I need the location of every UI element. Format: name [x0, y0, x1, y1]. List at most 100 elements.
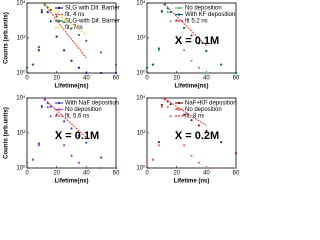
- x-tick-label: 40: [203, 171, 210, 177]
- data-point: [62, 120, 66, 123]
- panel: 10⁰ 10² 10⁴ 0 20 40 60 Lifetime (ns) NaF+KF depo…: [136, 95, 239, 185]
- fit-line: [164, 3, 207, 47]
- data-point: [166, 11, 169, 14]
- data-point: [220, 166, 223, 170]
- data-point: [100, 166, 103, 170]
- figure: 10⁰ 10² 10⁴ 0 20 40 60 Lifetime(ns) Counts (arb.…: [4, 0, 239, 185]
- data-point: [197, 124, 201, 127]
- data-point: [85, 71, 88, 75]
- data-point: [145, 66, 149, 69]
- y-tick-label: 10²: [137, 36, 146, 42]
- data-point: [46, 106, 49, 109]
- data-point: [62, 21, 66, 24]
- data-point: [175, 130, 178, 133]
- legend-label: With KF deposition: [185, 12, 235, 18]
- y-tick-label: 10⁰: [16, 70, 26, 77]
- data-point: [157, 47, 160, 50]
- data-point: [182, 144, 186, 147]
- data-point: [169, 115, 172, 118]
- data-point: [197, 42, 201, 45]
- data-point: [85, 141, 88, 144]
- legend-marker: [177, 108, 181, 111]
- y-tick-label: 10⁰: [136, 165, 146, 172]
- legend-marker: [177, 6, 181, 10]
- data-point: [145, 161, 149, 164]
- legend-label: fit, 7ns: [65, 25, 83, 31]
- data-point: [55, 113, 58, 116]
- legend-marker: [177, 13, 181, 16]
- data-point: [40, 11, 43, 14]
- data-point: [37, 144, 40, 147]
- data-point: [234, 71, 238, 75]
- x-tick-label: 60: [233, 171, 239, 177]
- y-tick-label: 10²: [17, 131, 26, 137]
- data-point: [40, 8, 43, 12]
- data-point: [205, 166, 208, 170]
- legend-marker: [57, 19, 61, 23]
- data-point: [70, 27, 73, 30]
- x-tick-label: 60: [233, 76, 239, 82]
- data-point: [37, 49, 40, 52]
- data-point: [49, 20, 52, 23]
- legend-label: With NaF deposition: [65, 101, 119, 107]
- annotation: X = 0.2M: [175, 130, 219, 142]
- y-tick-label: 10²: [17, 36, 26, 42]
- data-point: [31, 63, 35, 66]
- legend-label: SLG with Dif. Barrier: [65, 6, 120, 12]
- data-point: [62, 144, 66, 147]
- data-point: [25, 66, 29, 69]
- y-tick-label: 10⁴: [136, 95, 146, 102]
- data-point: [175, 35, 178, 38]
- x-tick-label: 40: [83, 171, 90, 177]
- data-point: [46, 11, 49, 14]
- data-point: [114, 71, 118, 75]
- panel: 10⁰ 10² 10⁴ 0 20 40 60 Lifetime(ns) Counts (arb.…: [4, 0, 120, 90]
- data-point: [182, 49, 186, 52]
- x-axis-label: Lifetime (ns): [174, 179, 210, 185]
- x-tick-label: 20: [53, 76, 60, 82]
- data-point: [25, 161, 29, 164]
- data-point: [114, 166, 118, 170]
- y-tick-label: 10⁰: [136, 70, 146, 77]
- data-point: [182, 113, 186, 116]
- data-point: [37, 142, 40, 145]
- legend-marker: [57, 101, 61, 105]
- data-point: [197, 66, 201, 69]
- y-axis-label: Counts (arb.units): [4, 12, 10, 64]
- plot-frame: [146, 2, 237, 74]
- data-point: [157, 49, 160, 52]
- data-point: [169, 20, 172, 23]
- legend-label: fit, 4 ns: [65, 12, 84, 18]
- data-point: [62, 49, 66, 52]
- data-point: [31, 158, 35, 161]
- panel: 10⁰ 10² 10⁴ 0 20 40 60 Lifetime(ns) Counts (arb.…: [4, 95, 120, 185]
- data-point: [70, 154, 73, 157]
- data-point: [160, 106, 163, 109]
- x-axis-label: Lifetime(ns): [54, 84, 88, 90]
- legend-label: fit 5.2 ns: [185, 19, 208, 25]
- data-point: [40, 106, 43, 109]
- data-point: [205, 129, 208, 133]
- y-tick-label: 10⁴: [136, 0, 146, 7]
- data-point: [190, 119, 193, 122]
- fit-line: [164, 98, 207, 126]
- data-point: [190, 59, 193, 62]
- x-tick-label: 20: [173, 171, 180, 177]
- data-point: [114, 63, 118, 66]
- fit-line: [44, 98, 87, 138]
- x-axis-label: Lifetime(ns): [174, 84, 208, 90]
- data-point: [100, 156, 103, 159]
- data-point: [151, 63, 155, 66]
- data-point: [220, 141, 223, 144]
- data-point: [77, 161, 81, 164]
- y-tick-label: 10⁴: [16, 95, 26, 102]
- legend-label: NaF+KF deposition: [185, 101, 237, 107]
- data-point: [77, 33, 81, 37]
- data-point: [85, 166, 88, 170]
- data-point: [49, 8, 52, 12]
- data-point: [100, 51, 103, 54]
- x-tick-label: 20: [53, 171, 60, 177]
- data-point: [197, 161, 201, 164]
- data-point: [160, 9, 163, 13]
- data-point: [234, 152, 238, 155]
